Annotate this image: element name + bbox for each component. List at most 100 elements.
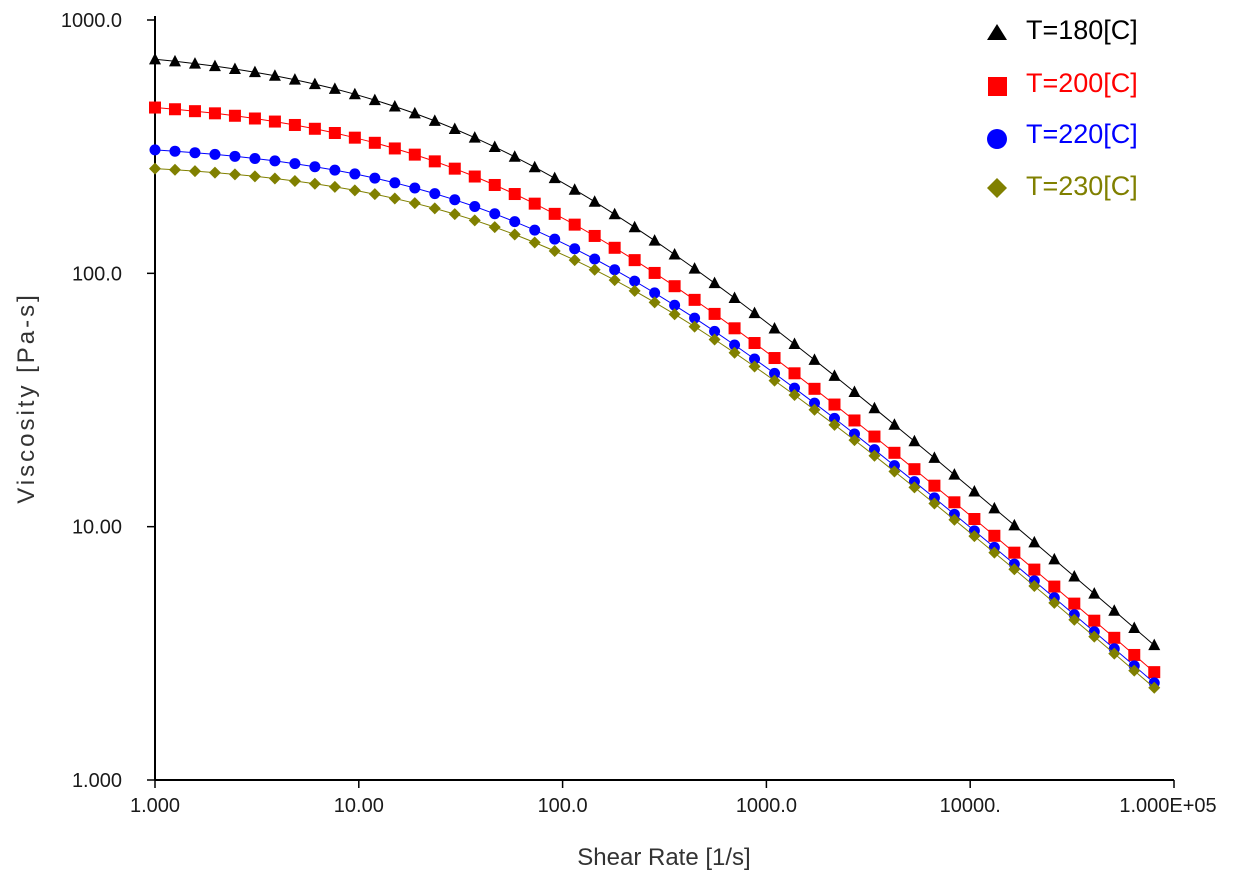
data-point-square: [448, 162, 461, 175]
data-point-square: [328, 126, 341, 139]
data-point-triangle: [828, 369, 841, 381]
data-point-circle: [389, 177, 401, 189]
data-point-triangle: [788, 337, 801, 350]
legend-item-t200: T=200[C]: [988, 68, 1138, 98]
data-point-triangle: [328, 82, 341, 94]
data-point-square: [149, 101, 161, 114]
x-tick-label: 100.0: [538, 795, 588, 817]
series-line: [154, 149, 1155, 684]
data-point-triangle: [508, 150, 521, 162]
legend-item-t220: T=220[C]: [987, 119, 1138, 149]
data-point-diamond: [248, 170, 261, 183]
data-point-triangle: [1148, 638, 1161, 651]
data-point-triangle: [968, 484, 981, 497]
data-point-circle: [649, 287, 661, 299]
data-point-square: [908, 463, 921, 476]
data-point-triangle: [428, 114, 441, 126]
data-point-diamond: [788, 389, 801, 402]
data-point-triangle: [348, 87, 361, 100]
data-point-triangle: [288, 73, 301, 85]
data-point-square: [928, 479, 941, 492]
data-point-diamond: [908, 481, 921, 494]
y-tick-label: 1000.0: [61, 10, 122, 32]
data-point-triangle: [268, 69, 281, 81]
data-point-square: [248, 112, 261, 125]
legend-marker-diamond: [987, 178, 1007, 198]
data-point-diamond: [668, 308, 681, 321]
data-point-triangle: [208, 59, 221, 72]
data-point-square: [848, 414, 861, 427]
data-point-diamond: [188, 165, 201, 178]
data-point-diamond: [928, 497, 941, 510]
data-point-diamond: [748, 360, 761, 373]
data-point-diamond: [988, 546, 1001, 559]
data-point-square: [1068, 597, 1081, 610]
x-tick-label: 1.000: [130, 795, 180, 817]
data-point-diamond: [588, 263, 601, 276]
data-point-circle: [809, 397, 821, 409]
data-point-square: [1048, 580, 1061, 593]
data-point-diamond: [328, 180, 341, 193]
data-point-diamond: [528, 236, 541, 249]
y-axis-title: Viscosity [Pa-s]: [13, 292, 40, 504]
y-tick-label: 10.00: [72, 517, 122, 539]
data-point-triangle: [228, 62, 241, 74]
data-point-square: [548, 207, 561, 220]
data-point-square: [748, 337, 761, 350]
data-point-square: [968, 513, 981, 526]
x-tick-label: 1.000E+05: [1119, 795, 1216, 817]
data-point-circle: [409, 182, 421, 194]
data-point-square: [988, 529, 1001, 542]
data-point-triangle: [168, 54, 181, 67]
data-point-square: [868, 430, 881, 443]
series-triangle: [149, 52, 1161, 651]
data-point-triangle: [308, 77, 321, 90]
data-point-diamond: [648, 296, 661, 309]
data-point-square: [1008, 546, 1021, 559]
data-point-circle: [589, 253, 601, 265]
data-point-circle: [149, 144, 161, 156]
series-line: [154, 107, 1155, 673]
data-point-triangle: [188, 57, 201, 69]
data-point-diamond: [888, 465, 901, 478]
data-point-circle: [449, 194, 461, 206]
data-point-triangle: [848, 385, 861, 397]
data-point-circle: [549, 233, 561, 245]
data-point-circle: [868, 444, 880, 456]
data-point-circle: [349, 168, 361, 180]
legend-label-t230: T=230[C]: [1026, 171, 1138, 201]
data-point-square: [188, 105, 201, 118]
data-point-triangle: [1108, 604, 1121, 616]
data-point-square: [708, 307, 721, 320]
data-point-circle: [209, 148, 221, 160]
data-point-circle: [229, 150, 241, 162]
data-point-diamond: [868, 449, 881, 462]
data-point-diamond: [568, 254, 581, 267]
data-point-square: [568, 218, 581, 231]
data-point-triangle: [488, 140, 501, 152]
legend-item-t230: T=230[C]: [987, 171, 1138, 201]
data-point-square: [208, 107, 221, 120]
data-point-square: [648, 266, 661, 279]
legend: T=180[C] T=200[C] T=220[C] T=230[C]: [987, 15, 1138, 201]
data-point-square: [688, 293, 701, 306]
data-point-triangle: [988, 501, 1001, 514]
data-point-square: [1028, 563, 1041, 576]
data-point-circle: [769, 367, 781, 379]
data-point-circle: [369, 172, 381, 184]
legend-marker-square: [988, 77, 1007, 96]
data-point-square: [408, 148, 421, 161]
data-point-triangle: [748, 306, 761, 319]
data-point-triangle: [868, 401, 881, 414]
data-point-diamond: [228, 168, 241, 181]
data-point-triangle: [728, 291, 741, 303]
x-tick-label: 10000.: [940, 795, 1001, 817]
x-axis-title: Shear Rate [1/s]: [577, 844, 750, 871]
series-line: [154, 58, 1155, 646]
data-point-triangle: [1088, 587, 1101, 599]
data-point-circle: [489, 208, 501, 220]
data-point-square: [728, 322, 741, 335]
data-point-circle: [709, 325, 721, 337]
legend-label-t180: T=180[C]: [1026, 15, 1138, 45]
data-point-triangle: [1048, 552, 1061, 565]
